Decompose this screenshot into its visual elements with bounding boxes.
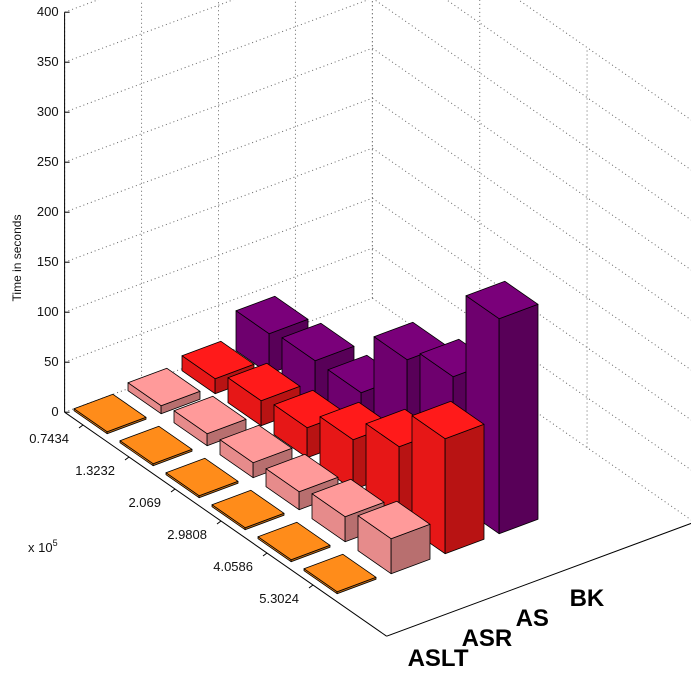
x-tick-label: 5.3024 xyxy=(259,591,299,606)
bar-top-face xyxy=(219,424,293,464)
y-tick-label: 300 xyxy=(37,104,59,119)
gridline-back xyxy=(64,247,373,363)
y-tick-label: 350 xyxy=(37,54,59,69)
bar-top-face xyxy=(127,367,201,407)
bar xyxy=(127,367,201,415)
series-axis-line xyxy=(386,522,691,637)
y-tick-label: 200 xyxy=(37,204,59,219)
x-axis-multiplier: x 105 xyxy=(28,538,58,555)
gridline-side xyxy=(517,0,691,121)
bar-top-face xyxy=(181,340,255,380)
bar-top-face xyxy=(73,393,147,433)
gridline-back xyxy=(64,0,369,113)
y-tick-label: 50 xyxy=(44,354,58,369)
bar xyxy=(219,424,293,479)
x-tick-label: 0.7434 xyxy=(29,431,69,446)
bar xyxy=(73,393,147,435)
bar-top-face xyxy=(235,295,309,335)
bar xyxy=(257,521,331,563)
gridline-side xyxy=(372,147,691,371)
bar-side-face xyxy=(498,303,539,535)
bar xyxy=(411,400,485,555)
labels-layer: Time in seconds x 105 0 50 100 150 200 250 300… xyxy=(10,4,605,672)
series-label: ASR xyxy=(462,625,513,652)
series-label: ASLT xyxy=(408,645,469,672)
x-tick-mark xyxy=(216,520,222,525)
bar xyxy=(357,500,431,575)
bar-top-face xyxy=(173,395,247,435)
x-tick-mark xyxy=(170,488,176,493)
gridline-side xyxy=(445,0,691,171)
x-tick-label: 4.0586 xyxy=(213,559,253,574)
bar xyxy=(303,553,377,595)
bar-top-face xyxy=(257,521,331,561)
bar-top-face xyxy=(211,489,285,529)
bar-top-face xyxy=(411,400,485,440)
gridline-back xyxy=(64,0,234,63)
bar-top-face xyxy=(119,425,193,465)
y-tick-label: 250 xyxy=(37,154,59,169)
y-tick-label: 100 xyxy=(37,304,59,319)
bar xyxy=(165,457,239,499)
bar-top-face xyxy=(281,322,355,362)
bar xyxy=(211,489,285,531)
bar-top-face xyxy=(311,478,385,518)
x-tick-mark xyxy=(78,424,84,429)
gridline-side xyxy=(372,47,691,271)
x-tick-mark xyxy=(124,456,130,461)
bar-top-face xyxy=(227,362,301,402)
bar xyxy=(173,395,247,447)
bars-layer xyxy=(73,280,539,595)
gridline-back xyxy=(64,147,373,263)
bar-top-face xyxy=(357,500,431,540)
gridline-back xyxy=(64,47,373,163)
x-tick-label: 2.069 xyxy=(128,495,161,510)
y-tick-label: 400 xyxy=(37,4,59,19)
bar-top-face xyxy=(165,457,239,497)
bar-top-face xyxy=(303,553,377,593)
gridline-side xyxy=(374,0,691,221)
x-axis-line xyxy=(64,411,387,637)
bar xyxy=(119,425,193,467)
bar-top-face xyxy=(465,280,539,320)
series-label: AS xyxy=(516,605,549,632)
x-tick-mark xyxy=(262,552,268,557)
bar-top-face xyxy=(265,453,339,493)
y-tick-label: 150 xyxy=(37,254,59,269)
x-tick-label: 1.3232 xyxy=(75,463,115,478)
gridline-side xyxy=(372,97,691,321)
axes-layer xyxy=(64,11,691,637)
series-label: BK xyxy=(570,585,605,612)
x-tick-mark xyxy=(308,584,314,589)
bar-side-face xyxy=(444,423,485,555)
y-tick-label: 0 xyxy=(51,404,58,419)
y-axis-label: Time in seconds xyxy=(10,215,24,302)
x-tick-label: 2.9808 xyxy=(167,527,207,542)
